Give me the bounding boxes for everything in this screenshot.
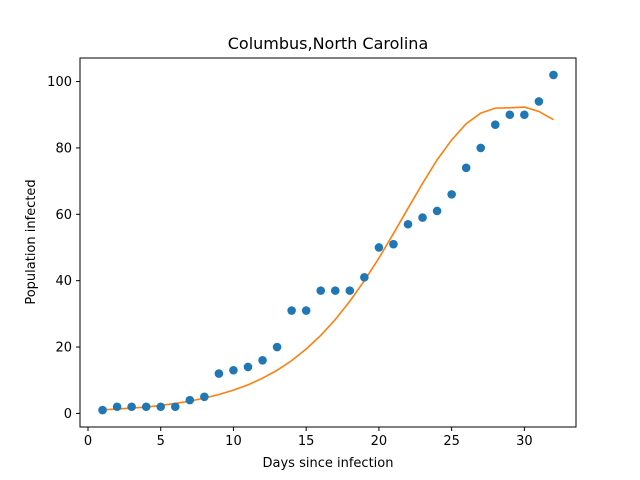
data-point bbox=[476, 143, 486, 153]
axes: 0 5 10 15 20 25 30 0 20 40 60 80 100 bbox=[47, 57, 577, 449]
x-tick-label: 5 bbox=[157, 434, 165, 449]
data-point bbox=[461, 163, 471, 173]
data-point bbox=[287, 306, 296, 315]
x-tick-label: 10 bbox=[225, 434, 242, 449]
data-point bbox=[330, 286, 340, 295]
data-point bbox=[170, 402, 180, 412]
data-point bbox=[214, 369, 224, 378]
data-point bbox=[112, 402, 122, 412]
y-tick-label: 40 bbox=[55, 274, 72, 289]
data-point bbox=[418, 213, 427, 222]
x-tick-label: 30 bbox=[516, 434, 533, 449]
y-tick-label: 0 bbox=[64, 407, 72, 422]
data-point bbox=[549, 70, 558, 80]
data-point bbox=[360, 273, 369, 282]
plot-frame bbox=[79, 57, 577, 428]
data-point bbox=[403, 219, 413, 229]
data-point bbox=[243, 362, 253, 372]
data-point bbox=[141, 402, 151, 412]
x-tick-label: 25 bbox=[443, 434, 460, 449]
y-tick-label: 20 bbox=[55, 341, 72, 356]
data-point bbox=[229, 365, 238, 375]
data-point bbox=[200, 392, 209, 402]
data-point bbox=[316, 286, 326, 295]
data-point bbox=[490, 120, 500, 129]
fit-curve-line bbox=[102, 106, 554, 411]
data-point bbox=[432, 206, 442, 216]
x-tick-label: 15 bbox=[298, 434, 315, 449]
y-axis-label: Population infected bbox=[24, 179, 39, 304]
data-point bbox=[389, 239, 398, 249]
data-point bbox=[258, 356, 267, 365]
x-tick-label: 0 bbox=[84, 434, 92, 449]
y-tick-label: 60 bbox=[55, 208, 72, 223]
data-point bbox=[185, 395, 195, 405]
data-point bbox=[272, 342, 282, 352]
data-point bbox=[301, 306, 311, 315]
chart-title: Columbus,North Carolina bbox=[228, 34, 429, 53]
y-tick-label: 80 bbox=[55, 141, 72, 156]
x-tick-label: 20 bbox=[371, 434, 388, 449]
data-point bbox=[534, 97, 544, 106]
plot-area bbox=[98, 70, 558, 415]
data-point bbox=[505, 110, 515, 120]
data-point bbox=[345, 286, 355, 295]
data-point bbox=[447, 190, 456, 199]
data-point bbox=[156, 402, 166, 412]
data-point bbox=[127, 402, 136, 412]
y-tick-label: 100 bbox=[47, 75, 72, 90]
data-point bbox=[98, 405, 107, 415]
data-point bbox=[520, 110, 529, 120]
data-point bbox=[374, 243, 384, 252]
x-axis-label: Days since infection bbox=[263, 456, 394, 471]
